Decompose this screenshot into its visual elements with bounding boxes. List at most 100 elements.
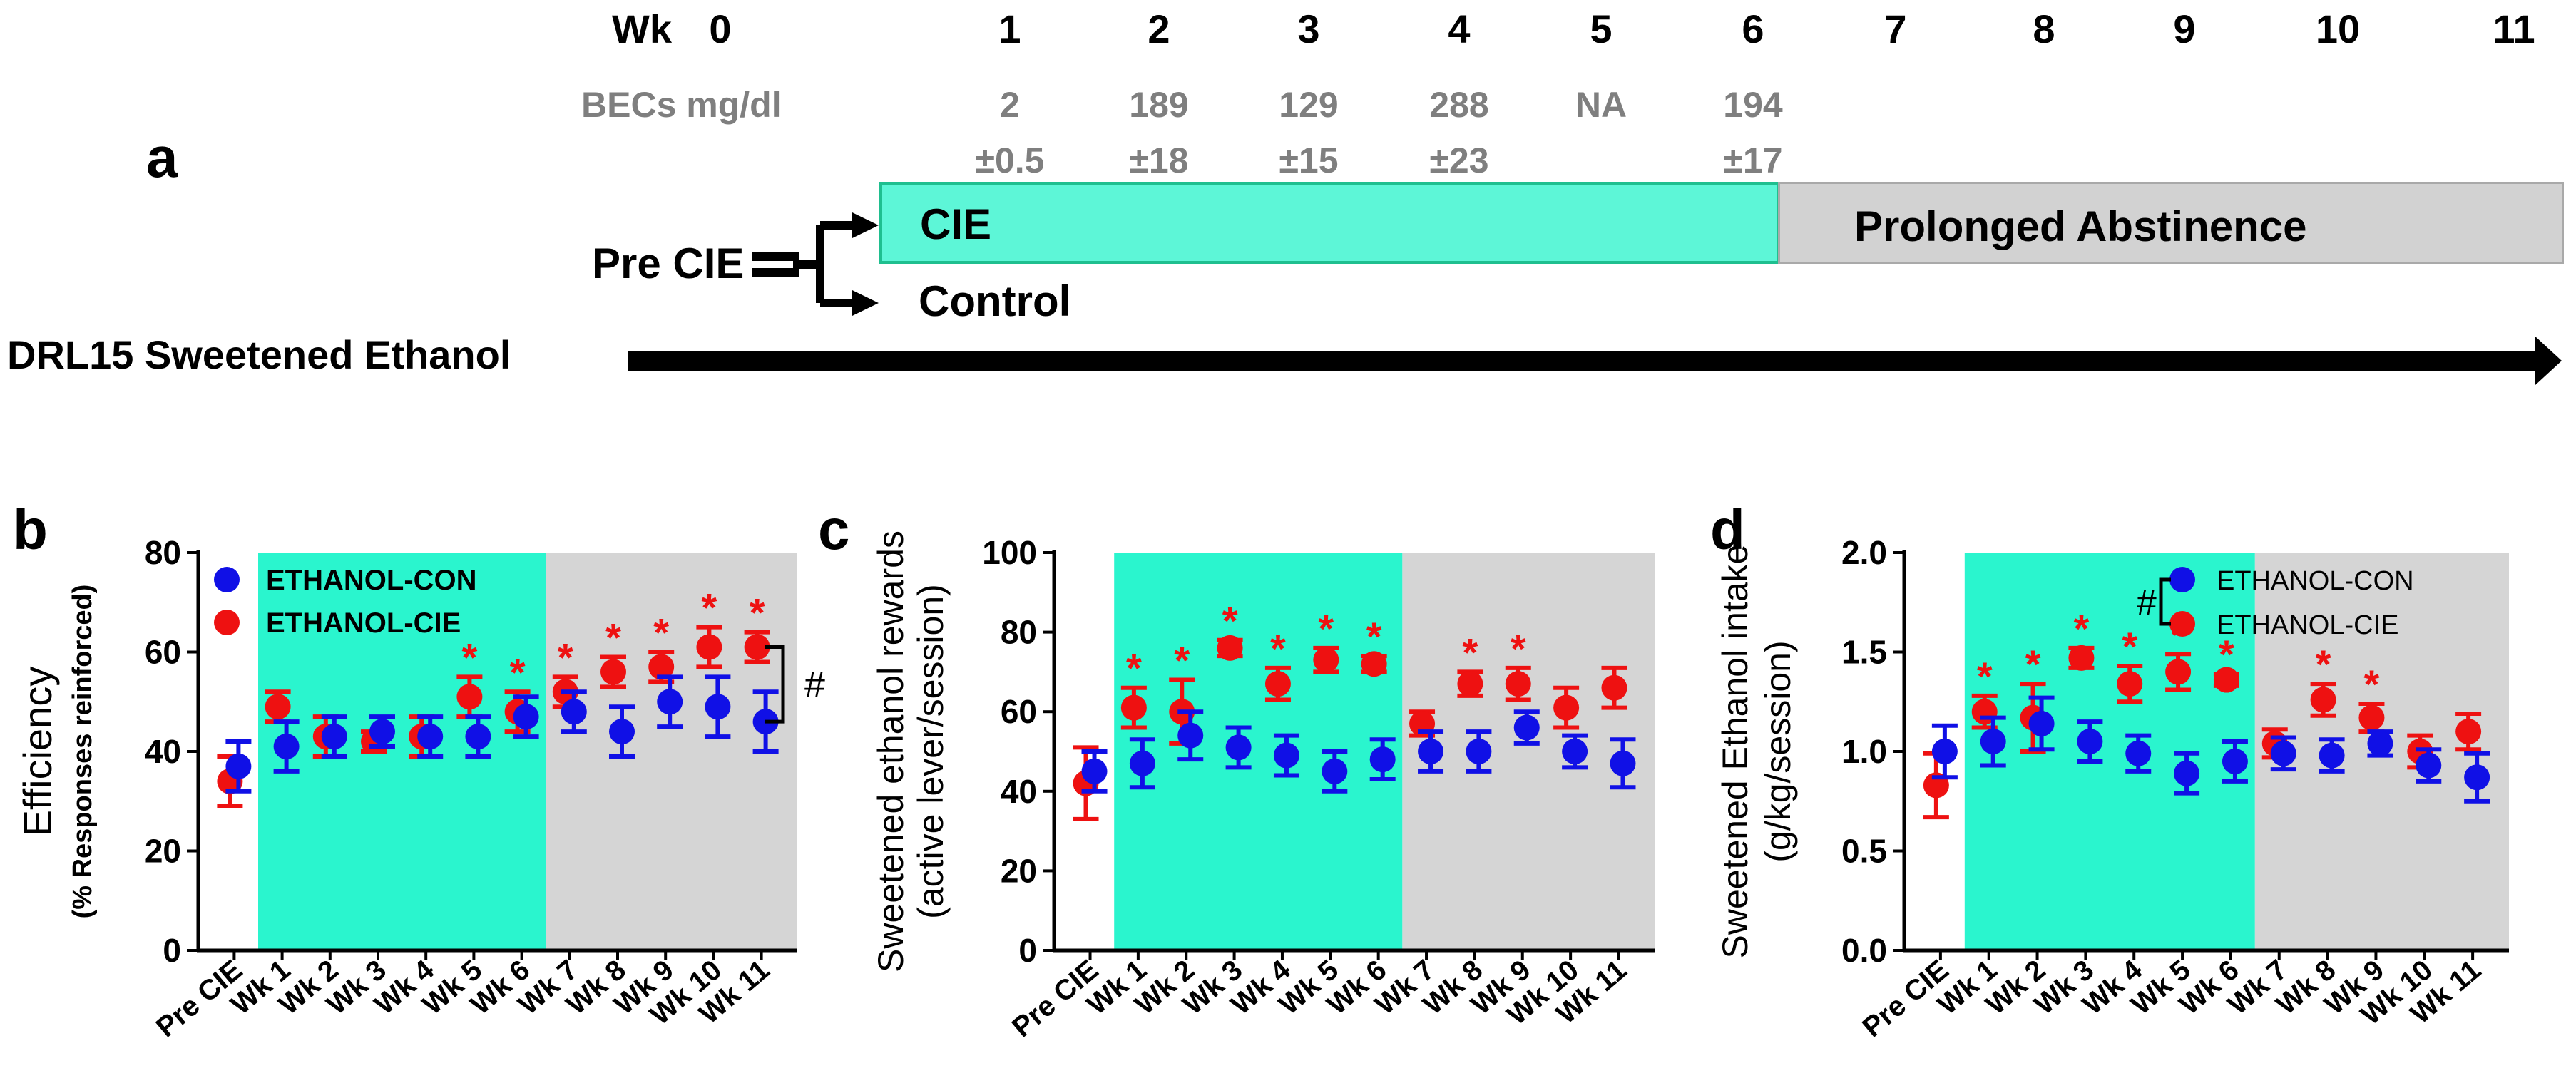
y-tick-label: 0.5 <box>1841 833 1887 870</box>
hash-bracket <box>2159 577 2171 626</box>
con-point <box>1129 750 1155 776</box>
con-point <box>2125 740 2152 766</box>
legend-con-marker <box>2169 567 2195 592</box>
significance-star: * <box>1126 646 1142 691</box>
significance-star: * <box>702 585 717 630</box>
con-point <box>1466 739 1492 764</box>
significance-star: * <box>2074 606 2090 651</box>
con-point <box>1081 758 1108 784</box>
cie-point <box>2165 659 2192 685</box>
cie-point <box>1457 671 1483 697</box>
abstinence-period-box <box>1778 182 2564 264</box>
bec-value: 2 <box>1000 85 1020 125</box>
significance-star: * <box>1977 654 1993 699</box>
pre-cie-label: Pre CIE <box>592 240 745 287</box>
y-tick-label: 80 <box>145 534 181 571</box>
cie-point <box>2213 667 2239 693</box>
cie-point <box>1217 635 1243 661</box>
con-point <box>1225 734 1252 761</box>
con-point <box>1177 722 1204 749</box>
y-tick-label: 20 <box>1001 852 1037 889</box>
hash-symbol: # <box>804 664 825 706</box>
cie-point <box>1505 671 1531 697</box>
cie-point <box>2068 645 2095 671</box>
y-tick-label: 80 <box>1001 614 1037 651</box>
cie-point <box>1361 651 1387 677</box>
panel-letter-c: c <box>818 498 850 561</box>
con-point <box>1322 758 1348 784</box>
con-point <box>2367 730 2393 756</box>
con-point <box>1513 714 1540 741</box>
cie-point <box>696 634 722 660</box>
control-label: Control <box>919 277 1071 325</box>
week-number: 11 <box>2493 6 2535 51</box>
timeline-arrows <box>628 212 2562 385</box>
con-point <box>225 753 252 779</box>
con-point <box>1562 739 1588 764</box>
con-point <box>2270 740 2296 766</box>
significance-star: * <box>1222 598 1238 643</box>
con-point <box>417 724 444 750</box>
bec-sem: ±17 <box>1723 140 1783 180</box>
week-number: 10 <box>2315 6 2361 51</box>
week-number: 0 <box>709 6 732 51</box>
split-arrow <box>752 221 856 307</box>
y-tick-label: 60 <box>145 634 181 671</box>
cie-point <box>1553 694 1580 721</box>
hash-bracket <box>765 645 785 724</box>
y-axis-label: Efficiency <box>15 667 60 837</box>
drl-label: DRL15 Sweetened Ethanol <box>7 332 511 377</box>
bec-value: NA <box>1575 85 1627 125</box>
drl-arrow-head <box>2535 337 2562 385</box>
legend-cie-label: ETHANOL-CIE <box>2217 610 2398 640</box>
cie-shade <box>258 553 546 950</box>
arrow-to-control <box>852 290 879 316</box>
y-tick-label: 20 <box>145 833 181 870</box>
week-number: 7 <box>1884 6 1907 51</box>
week-number: 4 <box>1448 6 1471 51</box>
y-tick-label: 1.5 <box>1841 634 1887 671</box>
significance-star: * <box>2219 632 2234 677</box>
y-axis-label: Sweetened Ethanol intake <box>1715 545 1755 959</box>
legend-cie-marker <box>214 610 240 635</box>
significance-star: * <box>2122 624 2137 669</box>
cie-label: CIE <box>920 200 992 248</box>
week-number: 6 <box>1742 6 1764 51</box>
drl-arrow-shaft <box>628 351 2539 371</box>
y-tick-label: 100 <box>982 534 1037 571</box>
con-point <box>2416 752 2442 779</box>
significance-star: * <box>1270 626 1286 671</box>
significance-star: * <box>1318 606 1334 651</box>
legend-con-label: ETHANOL-CON <box>2217 566 2414 596</box>
y-axis-sublabel: (active lever/session) <box>911 584 951 919</box>
significance-star: * <box>558 635 573 679</box>
con-point <box>1273 742 1299 769</box>
cie-point <box>2455 719 2482 745</box>
significance-star: * <box>2364 662 2380 707</box>
bec-value: 194 <box>1723 85 1783 125</box>
bec-value: 129 <box>1279 85 1339 125</box>
arrow-to-cie <box>852 212 879 238</box>
con-point <box>1610 750 1636 776</box>
significance-star: * <box>605 615 621 659</box>
cie-point <box>2117 671 2143 697</box>
cie-point <box>2310 687 2336 713</box>
significance-star: * <box>1174 638 1190 683</box>
significance-star: * <box>510 650 526 694</box>
panel-letter-b: b <box>13 498 48 561</box>
con-point <box>609 719 635 745</box>
bec-value: 189 <box>1129 85 1189 125</box>
cie-point <box>744 634 770 660</box>
cie-shade <box>1114 553 1403 950</box>
bec-value: 288 <box>1429 85 1489 125</box>
cie-shade <box>1964 553 2255 950</box>
con-point <box>465 724 491 750</box>
significance-star: * <box>653 610 669 655</box>
con-point <box>1980 729 2006 755</box>
significance-star: * <box>1366 614 1382 659</box>
y-tick-label: 40 <box>1001 773 1037 810</box>
